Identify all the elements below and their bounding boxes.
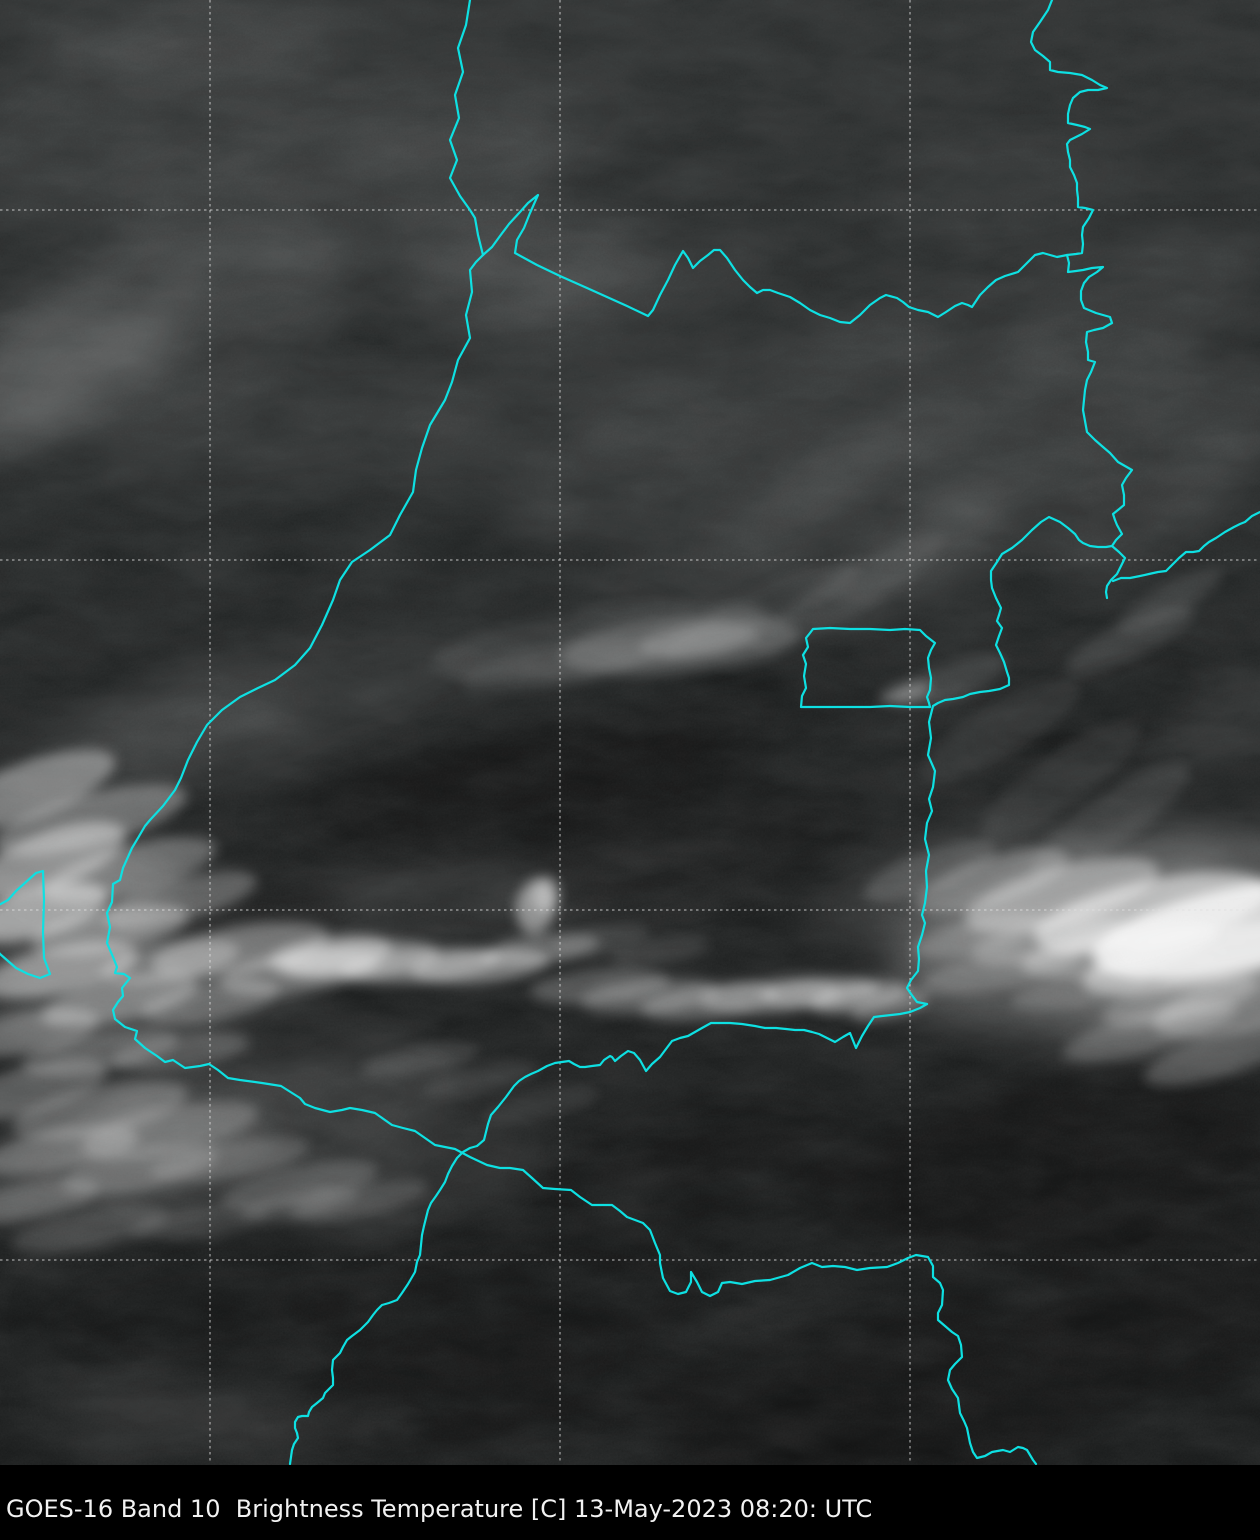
border-west-river [105, 0, 1038, 1466]
border-layer [0, 0, 1260, 1466]
caption-text: GOES-16 Band 10 Brightness Temperature [… [6, 1495, 872, 1523]
noise-overlay-fine [0, 0, 1260, 1465]
caption-band [0, 1465, 1260, 1540]
border-central-branch [905, 515, 1114, 1006]
border-north-zigzag [481, 193, 1069, 325]
grid-layer [0, 0, 1260, 1464]
border-northeast-branch [1111, 510, 1260, 583]
border-southwest [288, 1002, 929, 1466]
border-federal-district-box [799, 626, 937, 709]
border-lake-left-edge [0, 869, 52, 980]
border-east [1029, 0, 1134, 600]
